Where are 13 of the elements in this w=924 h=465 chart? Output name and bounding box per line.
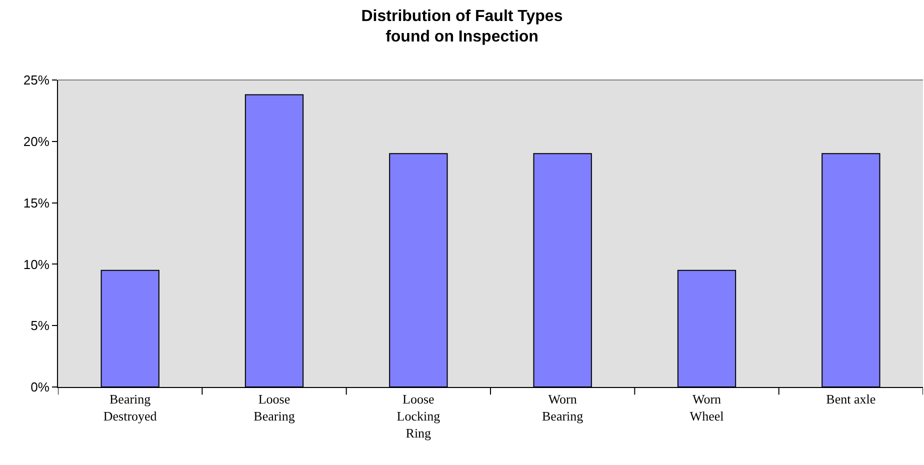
y-tick-label: 0% bbox=[30, 380, 50, 395]
x-tick-label: Bearing Destroyed bbox=[103, 392, 158, 424]
y-tick-label: 25% bbox=[23, 72, 50, 88]
chart-title: Distribution of Fault Types found on Inspection bbox=[361, 8, 563, 46]
y-tick-label: 5% bbox=[30, 318, 50, 334]
x-tick-label: Worn Bearing bbox=[542, 392, 584, 424]
y-tick-label: 10% bbox=[23, 256, 50, 272]
x-tick-label: Loose Locking Ring bbox=[396, 392, 441, 440]
y-tick-label: 15% bbox=[23, 195, 50, 210]
x-tick-label: Loose Bearing bbox=[254, 392, 296, 424]
x-tick-label: Bent axle bbox=[826, 392, 876, 407]
y-tick-label: 20% bbox=[23, 134, 50, 149]
x-tick-label: Worn Wheel bbox=[690, 392, 724, 424]
